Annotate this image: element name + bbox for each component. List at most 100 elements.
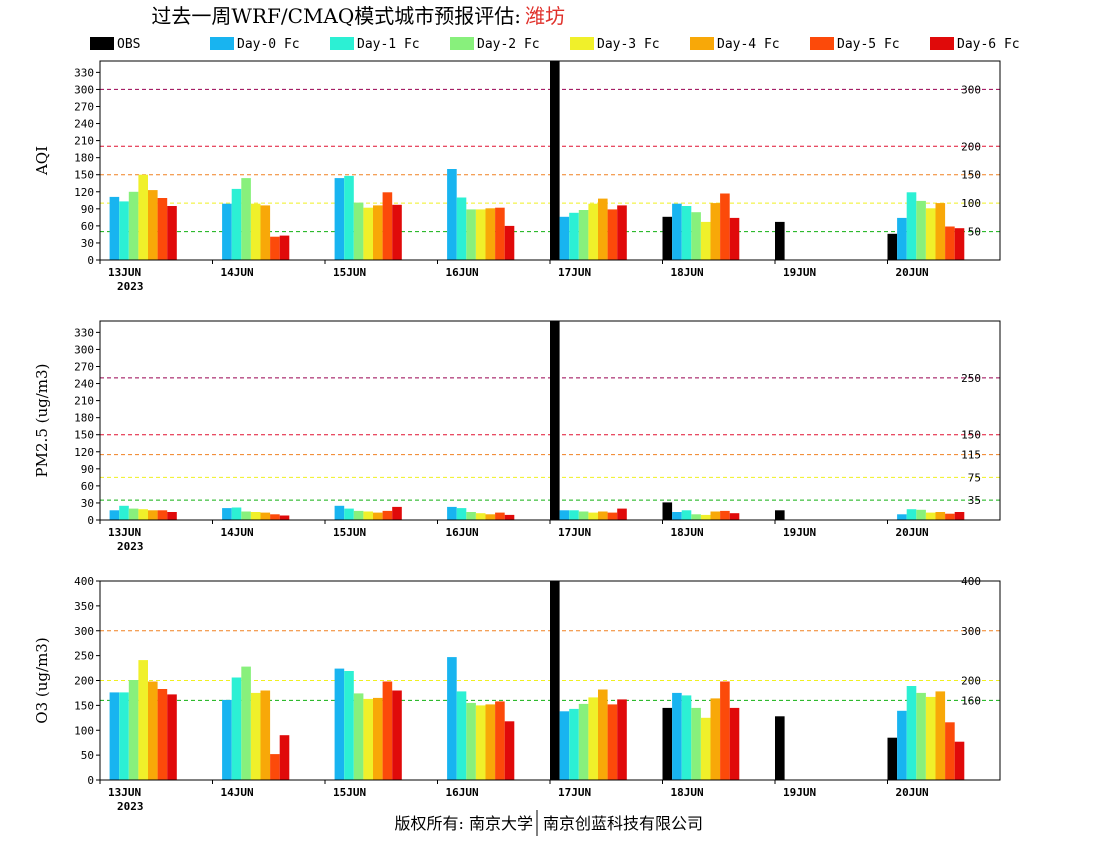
ref-label-250: 250 <box>961 372 981 385</box>
bar-o3-17jun-day-3-fc <box>588 697 598 780</box>
bar-aqi-20jun-obs <box>887 233 898 260</box>
y-tick-label: 90 <box>81 463 94 476</box>
bar-aqi-17jun-day-6-fc <box>617 205 627 260</box>
bar-pm25-19jun-obs <box>775 510 785 520</box>
bar-o3-20jun-day-1-fc <box>906 686 917 780</box>
bar-o3-20jun-day-6-fc <box>954 741 965 780</box>
bar-pm25-20jun-day-0-fc <box>897 514 907 520</box>
y-tick-label: 150 <box>74 169 94 182</box>
y-tick-label: 150 <box>74 699 94 712</box>
bar-pm25-17jun-obs <box>550 321 560 520</box>
x-tick-label-13jun: 13JUN <box>108 786 141 799</box>
legend-label-day-6-fc: Day-6 Fc <box>957 37 1020 52</box>
bar-o3-15jun-day-2-fc <box>353 693 364 780</box>
bar-pm25-17jun-day-3-fc <box>588 512 598 520</box>
x-tick-label-13jun: 13JUN <box>108 526 141 539</box>
bar-aqi-20jun-day-5-fc <box>945 226 955 260</box>
bar-pm25-18jun-day-6-fc <box>729 513 740 520</box>
legend-label-day-4-fc: Day-4 Fc <box>717 37 780 52</box>
bar-o3-17jun-obs <box>550 581 560 780</box>
bar-o3-15jun-day-3-fc <box>363 698 373 780</box>
ref-label-160: 160 <box>961 694 981 707</box>
bar-aqi-20jun-day-2-fc <box>916 200 926 260</box>
chart-title-city: 潍坊 <box>525 4 565 28</box>
bar-aqi-15jun-day-5-fc <box>382 192 393 260</box>
bar-o3-14jun-day-6-fc <box>279 735 290 780</box>
bar-o3-17jun-day-6-fc <box>617 699 627 780</box>
x-tick-label-20jun: 20JUN <box>896 786 929 799</box>
y-tick-label: 300 <box>74 343 94 356</box>
x-tick-label-18jun: 18JUN <box>671 526 704 539</box>
y-tick-label: 60 <box>81 220 94 233</box>
x-tick-label-14jun: 14JUN <box>221 266 254 279</box>
bar-aqi-17jun-day-1-fc <box>569 212 579 260</box>
y-tick-label: 30 <box>81 237 94 250</box>
bar-pm25-15jun-day-6-fc <box>392 506 402 520</box>
bar-pm25-16jun-day-2-fc <box>466 512 476 520</box>
legend-label-day-5-fc: Day-5 Fc <box>837 37 900 52</box>
bar-aqi-19jun-obs <box>775 221 785 260</box>
y-tick-label: 210 <box>74 395 94 408</box>
y-tick-label: 300 <box>74 83 94 96</box>
bar-o3-18jun-day-4-fc <box>710 698 721 780</box>
bar-o3-15jun-day-1-fc <box>344 671 354 780</box>
y-tick-label: 210 <box>74 135 94 148</box>
y-tick-label: 400 <box>74 575 94 588</box>
legend-label-day-1-fc: Day-1 Fc <box>357 37 420 52</box>
bar-pm25-13jun-day-4-fc <box>148 510 158 520</box>
x-tick-label-15jun: 15JUN <box>333 266 366 279</box>
bar-o3-18jun-obs <box>662 707 673 780</box>
bar-pm25-13jun-day-5-fc <box>157 510 168 520</box>
bar-aqi-15jun-day-4-fc <box>373 205 383 260</box>
bar-o3-14jun-day-4-fc <box>260 690 271 780</box>
legend-swatch-day-1-fc <box>330 37 354 50</box>
bar-aqi-18jun-day-3-fc <box>700 221 711 260</box>
x-tick-label-20jun: 20JUN <box>896 266 929 279</box>
bar-o3-13jun-day-4-fc <box>148 681 158 780</box>
bar-aqi-18jun-day-0-fc <box>672 203 682 260</box>
bar-o3-17jun-day-1-fc <box>569 708 579 780</box>
bar-pm25-13jun-day-6-fc <box>167 512 177 520</box>
y-tick-label: 100 <box>74 724 94 737</box>
bar-pm25-18jun-day-2-fc <box>691 514 701 520</box>
bar-pm25-15jun-day-0-fc <box>334 505 345 520</box>
x-tick-label-13jun: 13JUN <box>108 266 141 279</box>
bar-aqi-15jun-day-0-fc <box>334 178 345 260</box>
y-axis-label-pm25: PM2.5 (ug/m3) <box>33 364 51 478</box>
bar-pm25-20jun-day-4-fc <box>935 512 946 520</box>
x-tick-label-15jun: 15JUN <box>333 786 366 799</box>
bar-pm25-18jun-obs <box>662 502 673 520</box>
bar-aqi-14jun-day-1-fc <box>231 188 242 260</box>
footer: 版权所有: 南京大学 南京创蓝科技有限公司 <box>395 810 703 836</box>
x-tick-label-14jun: 14JUN <box>221 786 254 799</box>
x-tick-label-15jun: 15JUN <box>333 526 366 539</box>
bar-aqi-15jun-day-1-fc <box>344 175 354 260</box>
legend-swatch-obs <box>90 37 114 50</box>
bar-pm25-13jun-day-1-fc <box>119 505 129 520</box>
legend-swatch-day-4-fc <box>690 37 714 50</box>
bar-o3-20jun-day-3-fc <box>925 696 936 780</box>
bar-o3-20jun-day-4-fc <box>935 691 946 780</box>
y-tick-label: 120 <box>74 186 94 199</box>
y-tick-label: 240 <box>74 378 94 391</box>
legend-label-day-0-fc: Day-0 Fc <box>237 37 300 52</box>
bar-aqi-18jun-day-6-fc <box>729 217 740 260</box>
bar-o3-14jun-day-5-fc <box>270 754 280 780</box>
y-tick-label: 240 <box>74 118 94 131</box>
ref-label-150: 150 <box>961 429 981 442</box>
bar-o3-16jun-day-2-fc <box>466 702 476 780</box>
x-tick-label-17jun: 17JUN <box>558 786 591 799</box>
bar-o3-13jun-day-0-fc <box>109 692 120 780</box>
x-tick-label-19jun: 19JUN <box>783 526 816 539</box>
bar-aqi-20jun-day-3-fc <box>925 208 936 260</box>
y-tick-label: 350 <box>74 600 94 613</box>
bar-aqi-16jun-day-2-fc <box>466 209 476 260</box>
bar-pm25-16jun-day-0-fc <box>447 506 457 520</box>
bar-aqi-18jun-obs <box>662 216 673 260</box>
y-tick-label: 200 <box>74 675 94 688</box>
bar-aqi-13jun-day-0-fc <box>109 196 120 260</box>
bar-o3-17jun-day-5-fc <box>607 704 618 780</box>
ref-label-200: 200 <box>961 675 981 688</box>
x-year-label: 2023 <box>117 280 144 293</box>
